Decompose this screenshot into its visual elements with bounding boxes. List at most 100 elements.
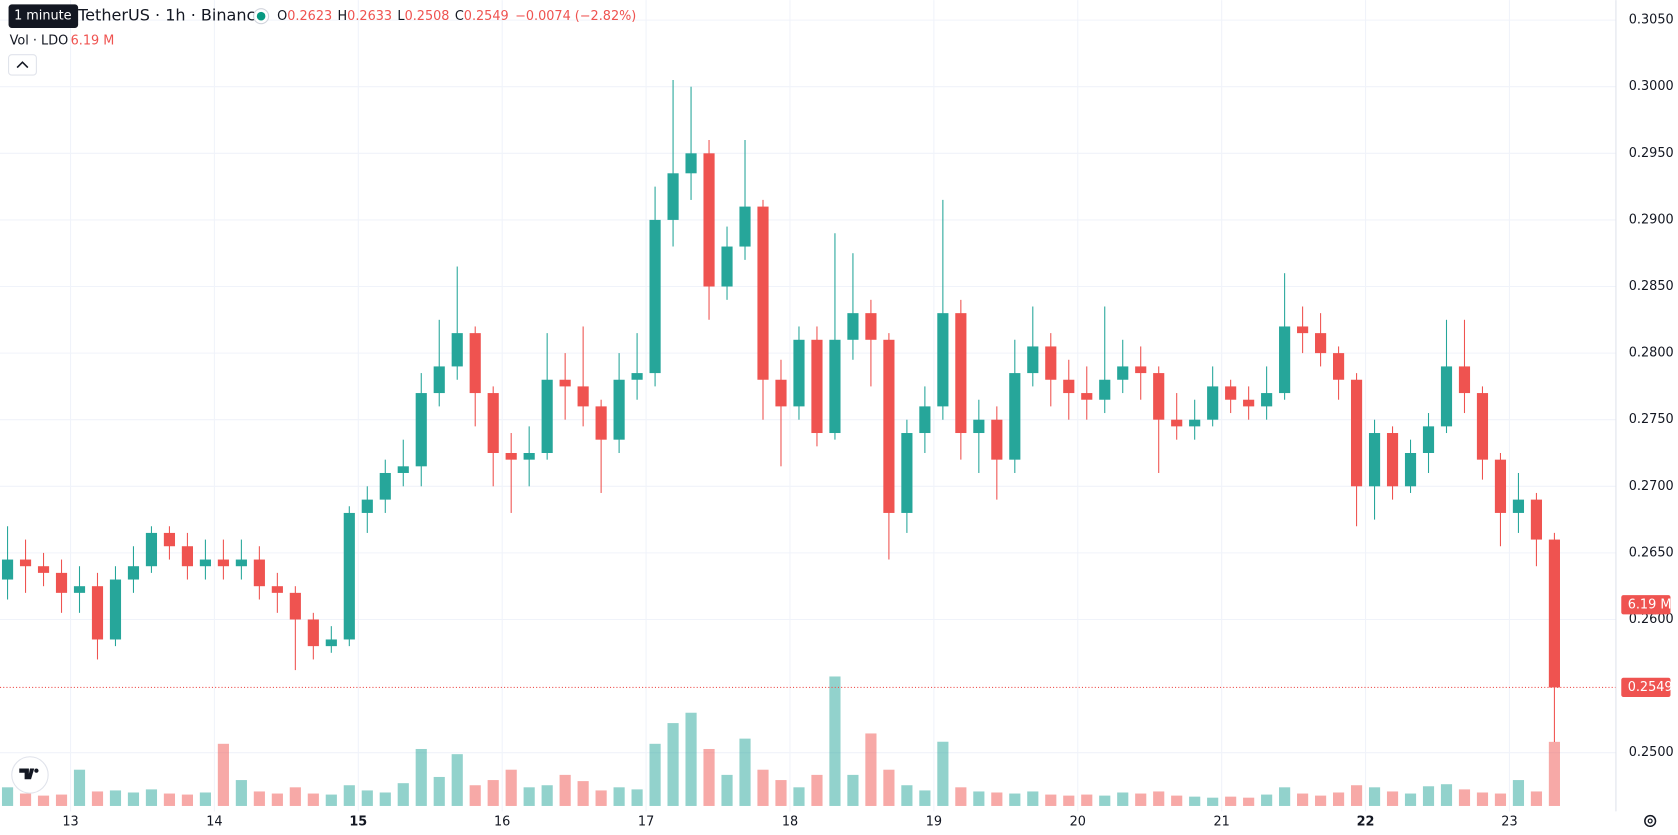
candle-body — [631, 373, 643, 380]
candle-body — [595, 406, 607, 440]
candle-body — [55, 572, 68, 593]
x-tick-label: 19 — [926, 815, 942, 830]
candle-body — [739, 206, 751, 247]
candle-body — [1548, 539, 1560, 688]
candle-body — [181, 546, 193, 567]
candle-body — [451, 333, 463, 367]
candle-body — [991, 419, 1003, 460]
volume-bar — [631, 789, 643, 806]
y-tick-label: 0.2500 — [1629, 745, 1674, 760]
volume-bar — [1297, 793, 1309, 806]
volume-bar — [703, 748, 715, 806]
legend-key: H — [338, 9, 348, 24]
legend-change: −0.0074 (−2.82%) — [515, 9, 636, 24]
last-price-badge — [1621, 677, 1671, 698]
candle-body — [937, 313, 949, 407]
volume-bar — [1171, 795, 1183, 806]
candle-body — [145, 532, 158, 567]
volume-bar — [595, 790, 607, 806]
volume-bar — [1494, 793, 1507, 806]
volume-bar — [55, 794, 68, 806]
volume-bar — [487, 780, 499, 806]
tooltip: 1 minute — [14, 9, 72, 24]
volume-bar — [397, 783, 409, 806]
volume-bar — [739, 738, 751, 806]
volume-bar — [307, 793, 319, 806]
volume-bar — [559, 774, 571, 806]
candle-body — [1081, 393, 1093, 400]
volume-bar — [775, 780, 787, 806]
x-tick-label: 20 — [1070, 815, 1086, 830]
volume-bar — [469, 785, 481, 806]
candle-body — [1045, 346, 1057, 380]
volume-legend-name: Vol · LDO — [10, 33, 69, 48]
y-tick-label: 0.2750 — [1629, 412, 1674, 427]
candle-body — [487, 393, 499, 454]
volume-bar — [865, 733, 877, 806]
y-tick-label: 0.2950 — [1629, 146, 1674, 161]
volume-bar — [1548, 741, 1560, 806]
volume-bar — [613, 787, 625, 806]
candle-body — [1207, 386, 1219, 420]
volume-bar — [199, 792, 211, 806]
volume-bar — [1027, 791, 1039, 806]
volume-bar — [991, 792, 1003, 806]
volume-bar — [73, 769, 86, 806]
candle-body — [1063, 379, 1075, 394]
candle-body — [469, 333, 481, 394]
candle-body — [973, 419, 985, 434]
candle-body — [433, 366, 445, 394]
volume-bar — [1350, 785, 1363, 806]
candle-body — [1135, 366, 1147, 374]
volume-bar — [1135, 793, 1147, 806]
logo-mark — [19, 768, 39, 780]
volume-bar — [955, 787, 967, 806]
candle-body — [163, 532, 176, 547]
candle-body — [73, 586, 86, 593]
settings-icon[interactable] — [1644, 814, 1657, 828]
volume-bar — [757, 769, 769, 806]
settings-icon-center — [1647, 818, 1653, 824]
volume-bar — [919, 790, 931, 806]
candle-body — [685, 153, 697, 174]
candle-body — [811, 339, 823, 434]
candle-body — [1171, 419, 1183, 427]
volume-bar — [1530, 791, 1543, 806]
volume-badge-label: 6.19 M — [1628, 597, 1672, 612]
volume-bar — [1117, 792, 1129, 806]
volume-bar — [1386, 791, 1399, 806]
volume-bar — [847, 774, 859, 806]
candle-body — [559, 379, 571, 387]
candle-body — [37, 566, 50, 573]
legend-value: 0.2549 — [464, 9, 509, 24]
status-dot — [256, 11, 266, 21]
candle-body — [775, 379, 787, 407]
volume-bar — [433, 776, 445, 806]
x-tick-label: 16 — [494, 815, 510, 830]
axes: 0.2500 0.2600 0.2650 0.2700 0.2750 0.2800 0.28… — [62, 13, 1673, 830]
volume-bar — [253, 791, 265, 806]
candle-body — [523, 453, 535, 460]
candle-body — [109, 579, 122, 640]
volume-bar — [163, 793, 176, 806]
collapse-button[interactable] — [8, 54, 37, 76]
tooltip-box — [8, 4, 79, 28]
volume-bar — [1512, 780, 1525, 806]
ohlc-legend: O0.2623 H0.2633 L0.2508 C0.2549 −0.0074 (−2.… — [277, 9, 636, 24]
x-tick-label: 15 — [349, 815, 367, 830]
volume-bar — [883, 769, 895, 806]
candle-body — [757, 206, 769, 380]
volume-bar — [1153, 791, 1165, 806]
candle-body — [1530, 499, 1543, 540]
x-tick-label: 18 — [782, 815, 798, 830]
volume-bar — [1045, 794, 1057, 806]
legend-value: 0.2508 — [405, 9, 450, 24]
volume-bar — [1099, 795, 1111, 806]
candle-body — [1297, 326, 1309, 334]
candles — [1, 80, 1560, 743]
volume-bar — [1279, 787, 1291, 806]
volume-bar — [1225, 796, 1237, 806]
volume-bar — [91, 791, 104, 806]
volume-bar — [1081, 794, 1093, 806]
